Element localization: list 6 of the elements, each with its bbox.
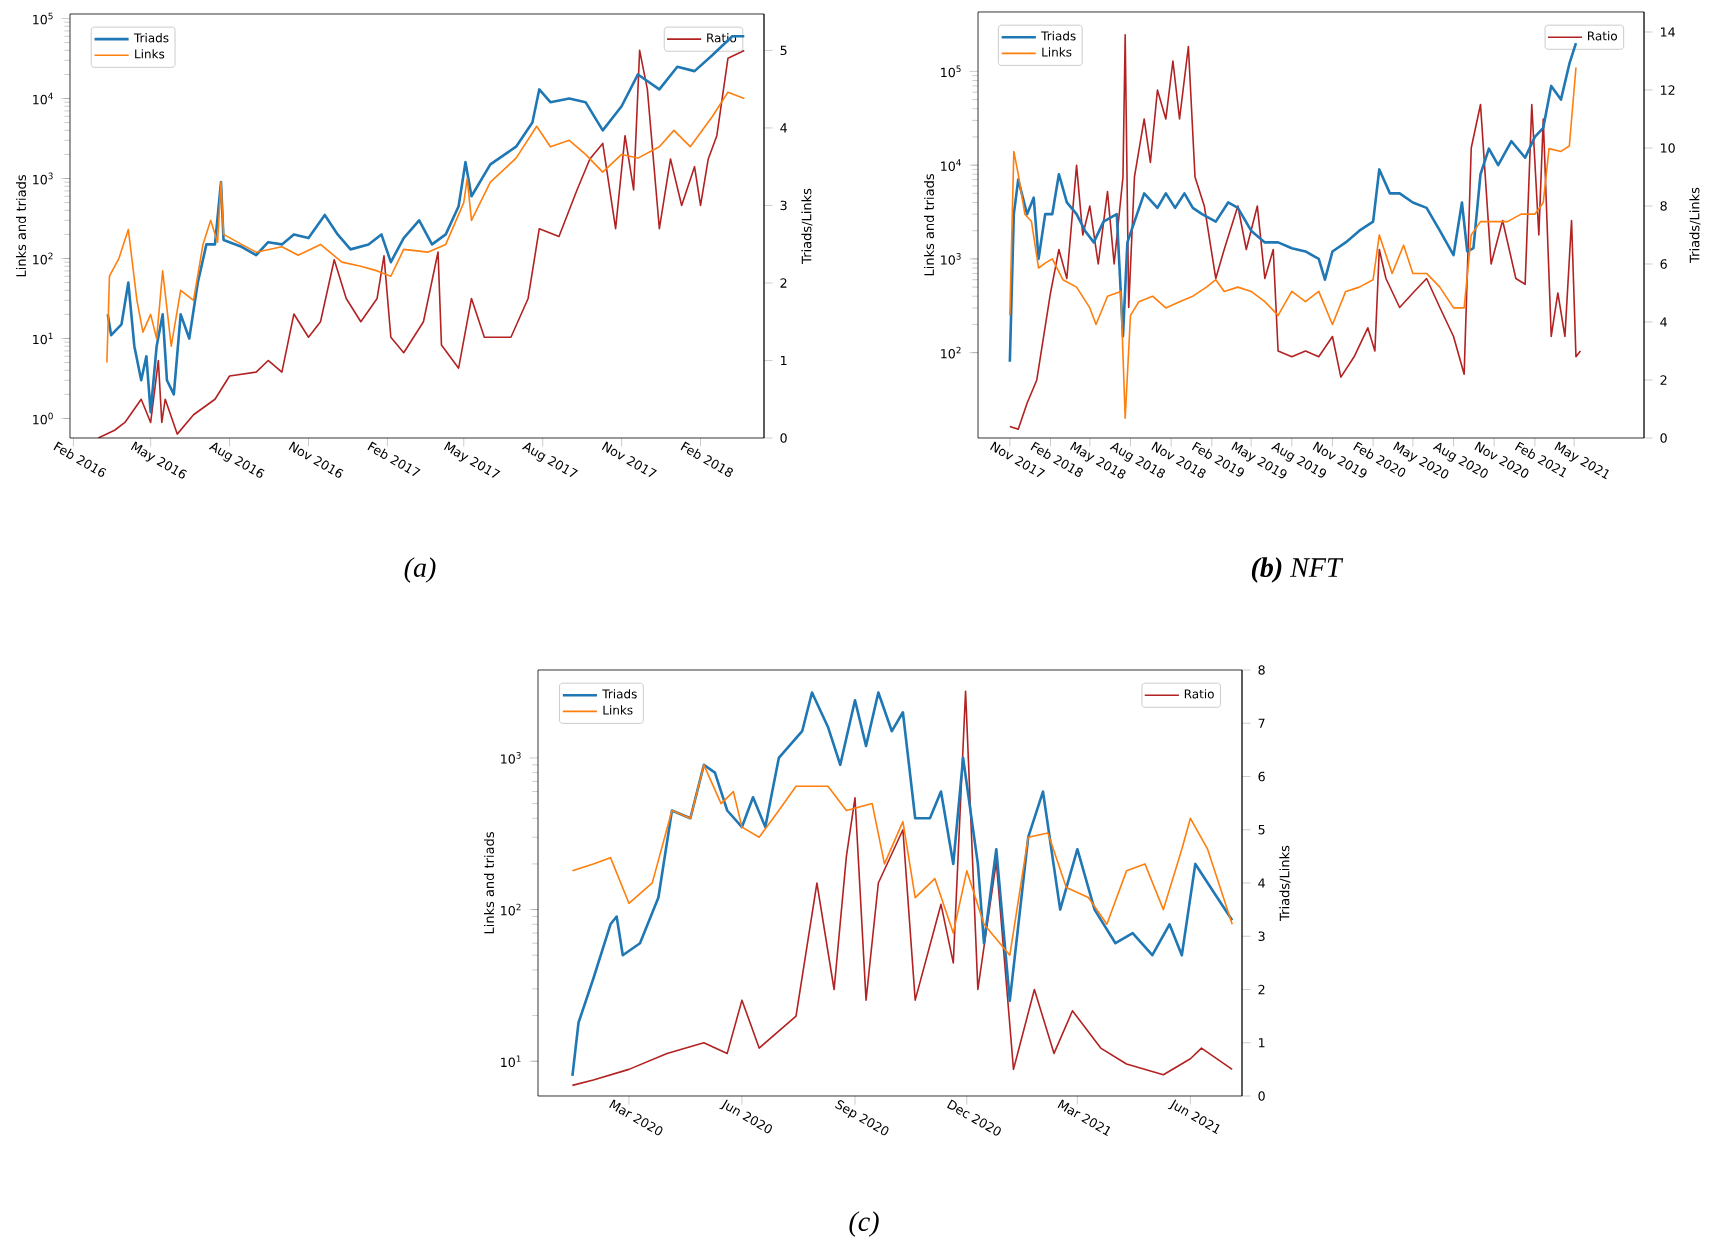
text: (a)	[404, 557, 436, 583]
line-series	[571, 764, 1233, 957]
text: (c)	[849, 1211, 879, 1237]
line-series	[1008, 41, 1578, 364]
line-series	[106, 91, 746, 364]
text: (b) NFT	[1251, 557, 1344, 583]
